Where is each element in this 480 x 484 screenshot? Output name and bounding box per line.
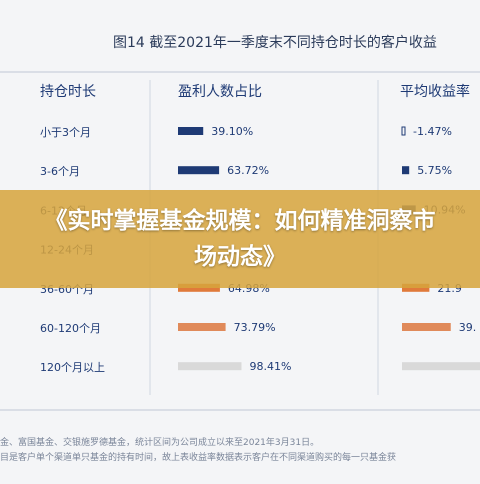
bar-avg-return: [402, 166, 410, 175]
row-header: 持仓时长: [40, 84, 96, 100]
bar-profit-share: [178, 127, 204, 135]
category-label: 120个月以上: [40, 361, 105, 374]
data-label-profit-share: 39.10%: [211, 125, 253, 138]
bar-avg-return: [401, 126, 406, 136]
bar-profit-share: [178, 166, 220, 175]
bar-avg-return: [402, 323, 451, 331]
data-label-avg-return: -1.47%: [413, 125, 452, 138]
data-label-profit-share: 73.79%: [234, 321, 276, 334]
footnote-2: 目是客户单个渠道单只基金的持有时间，故上表收益率数据表示客户在不同渠道购买的每一…: [0, 451, 396, 463]
category-label: 小于3个月: [40, 126, 91, 139]
series-header-avg-return: 平均收益率: [400, 83, 470, 100]
footnote-1: 金、富国基金、交银施罗德基金，统计区间为公司成立以来至2021年3月31日。: [0, 436, 319, 448]
data-label-profit-share: 98.41%: [249, 360, 291, 373]
data-label-profit-share: 63.72%: [227, 164, 269, 177]
promo-banner: 《实时掌握基金规模：如何精准洞察市场动态》: [0, 190, 480, 288]
category-label: 3-6个月: [40, 165, 80, 178]
banner-title: 《实时掌握基金规模：如何精准洞察市场动态》: [44, 208, 436, 270]
data-label-avg-return: 5.75%: [417, 164, 452, 177]
data-label-avg-return: 39.: [459, 321, 477, 334]
category-label: 60-120个月: [40, 322, 101, 335]
series-header-profit-share: 盈利人数占比: [178, 84, 262, 100]
bar-profit-share: [178, 362, 242, 371]
bar-profit-share: [178, 323, 226, 331]
chart-title: 图14 截至2021年一季度末不同持仓时长的客户收益: [113, 34, 437, 51]
bar-avg-return: [402, 362, 480, 371]
